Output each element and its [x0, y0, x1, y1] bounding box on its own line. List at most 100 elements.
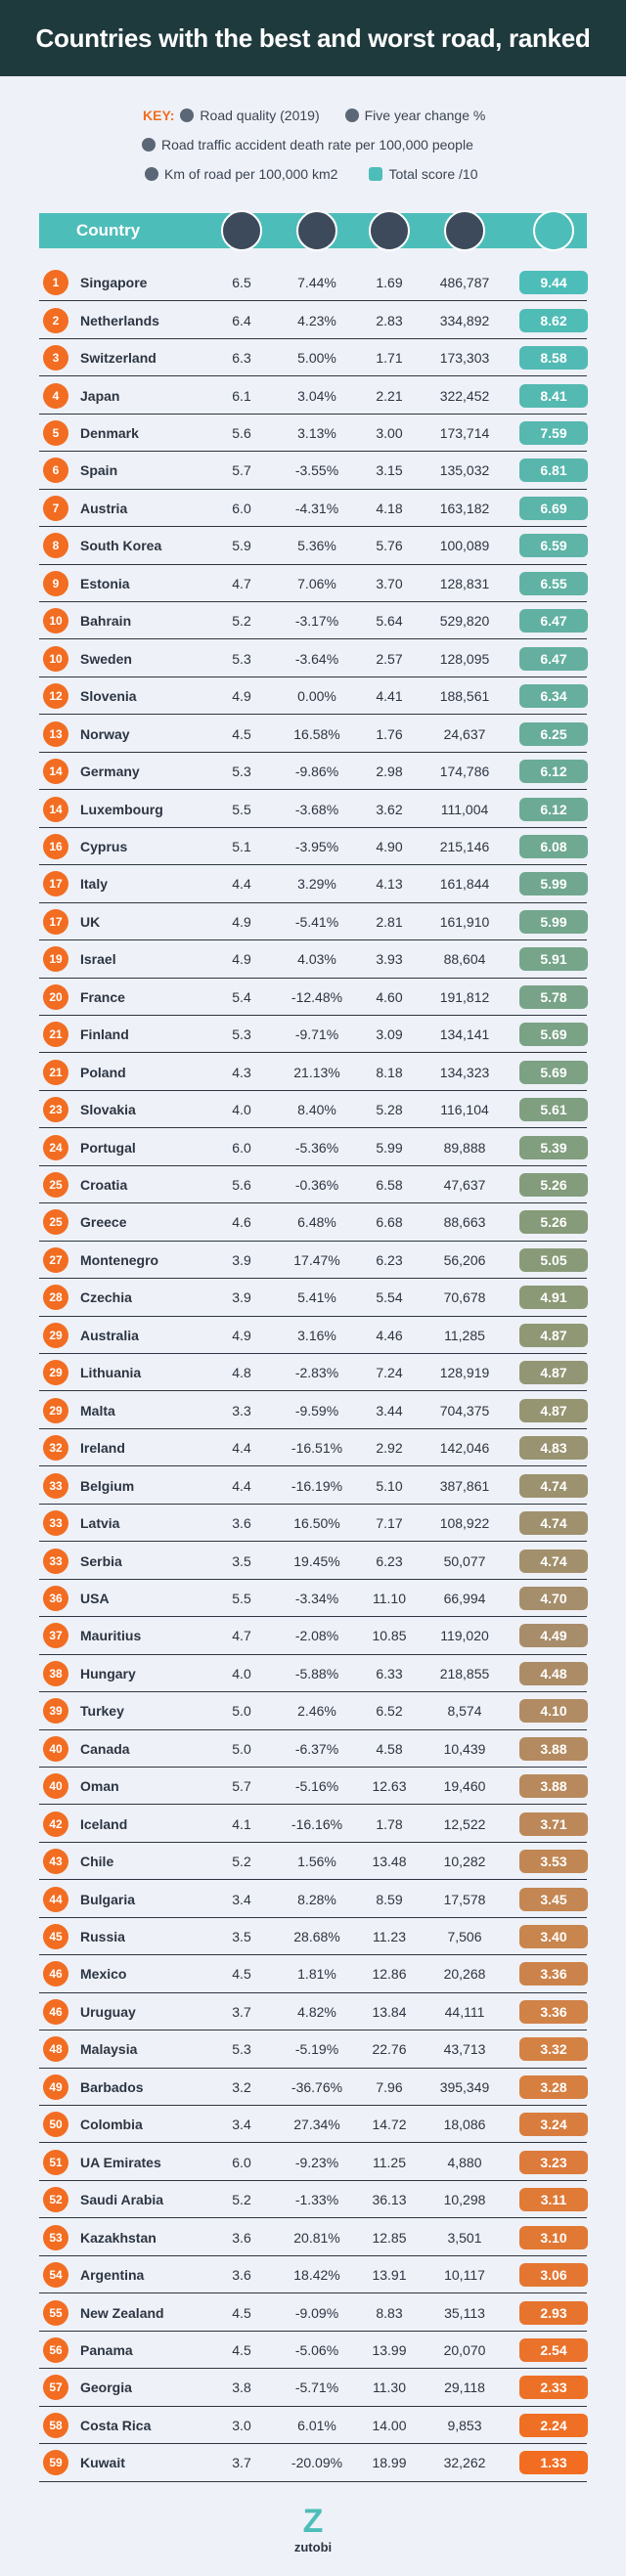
cell: 4.4 [232, 1477, 251, 1494]
header-icon [221, 210, 262, 251]
table-row [39, 2293, 587, 2332]
table-row [39, 1392, 587, 1429]
cell: 10.85 [372, 1628, 407, 1644]
cell: 188,561 [439, 688, 490, 705]
cell: 89,888 [443, 1139, 486, 1156]
table-row [39, 376, 587, 415]
cell: 142,046 [439, 1440, 490, 1457]
cell: 215,146 [439, 838, 490, 854]
table-row [39, 1542, 587, 1580]
rank-badge: 32 [43, 1435, 68, 1462]
table-row [39, 677, 587, 716]
table-row [39, 2069, 587, 2107]
cell: 8,574 [447, 1703, 482, 1720]
cell: 161,910 [439, 913, 490, 930]
score-pill: 1.33 [519, 2451, 588, 2475]
cell: 6.0 [232, 2154, 251, 2170]
cell: 174,786 [439, 764, 490, 780]
table-row [39, 2106, 587, 2144]
country: Estonia [80, 575, 130, 591]
country: Russia [80, 1929, 125, 1945]
table-row [39, 490, 587, 528]
country: Malta [80, 1402, 115, 1419]
rank-badge: 3 [43, 345, 68, 371]
cell: 4.3 [232, 1064, 251, 1080]
cell: -9.71% [294, 1026, 339, 1043]
cell: 322,452 [439, 387, 490, 404]
cell: 4.9 [232, 951, 251, 968]
header-icon [533, 210, 574, 251]
table-row [39, 1317, 587, 1355]
score-pill: 3.23 [519, 2150, 588, 2174]
rank-badge: 52 [43, 2187, 68, 2213]
cell: 36.13 [372, 2192, 407, 2208]
header-band [0, 0, 626, 76]
country: Oman [80, 1778, 119, 1795]
cell: 163,182 [439, 500, 490, 516]
score-pill: 3.36 [519, 1999, 588, 2024]
cell: 11.23 [373, 1929, 406, 1945]
country: Finland [80, 1026, 129, 1043]
key-item: Five year change % [364, 108, 486, 123]
cell: 2.92 [376, 1440, 403, 1457]
cell: 3.62 [376, 801, 403, 817]
table-row [39, 1955, 587, 1993]
cell: 161,844 [439, 876, 490, 893]
cell: 3.3 [232, 1402, 251, 1419]
cell: 5.9 [232, 538, 251, 554]
cell: 13.99 [372, 2341, 407, 2358]
cell: 1.78 [376, 1815, 403, 1832]
table-row [39, 1655, 587, 1693]
cell: 56,206 [443, 1251, 486, 1268]
country: Bulgaria [80, 1891, 136, 1907]
cell: 20,268 [443, 1966, 486, 1983]
cell: 4.41 [376, 688, 403, 705]
cell: -16.19% [291, 1477, 343, 1494]
rank-badge: 17 [43, 908, 68, 935]
rank-badge: 49 [43, 2074, 68, 2100]
cell: 2.21 [376, 387, 403, 404]
rank-badge: 29 [43, 1322, 68, 1348]
rank-badge: 44 [43, 1886, 68, 1912]
table-row [39, 527, 587, 565]
cell: 2.83 [376, 312, 403, 328]
cell: -9.23% [294, 2154, 339, 2170]
cell: 4.5 [232, 2304, 251, 2321]
score-pill: 4.74 [519, 1549, 588, 1573]
table-row [39, 452, 587, 490]
cell: 5.2 [232, 2192, 251, 2208]
cell: -2.83% [294, 1365, 339, 1381]
cell: 35,113 [444, 2304, 485, 2321]
table-row [39, 1730, 587, 1768]
cell: 4.9 [232, 1327, 251, 1343]
cell: 1.71 [376, 350, 403, 367]
cell: 3.4 [232, 1891, 251, 1907]
cell: 10,117 [444, 2267, 485, 2284]
score-pill: 4.74 [519, 1511, 588, 1536]
rank-badge: 58 [43, 2412, 68, 2438]
country: UK [80, 913, 101, 930]
cell: 10,298 [443, 2192, 486, 2208]
cell: 108,922 [439, 1515, 490, 1532]
cell: 4.6 [232, 1214, 251, 1231]
country: Argentina [80, 2267, 145, 2284]
rank-badge: 24 [43, 1134, 68, 1160]
cell: 7.24 [376, 1365, 403, 1381]
cell: -3.55% [294, 462, 339, 479]
cell: 28.68% [293, 1929, 340, 1945]
rank-badge: 12 [43, 683, 68, 710]
table-row [39, 565, 587, 603]
rank-badge: 25 [43, 1172, 68, 1199]
cell: 5.28 [376, 1102, 403, 1118]
cell: 3.2 [232, 2078, 251, 2095]
cell: 13.91 [372, 2267, 407, 2284]
cell: 7.17 [376, 1515, 403, 1532]
table-row [39, 753, 587, 791]
cell: 4.4 [232, 876, 251, 893]
score-pill: 6.47 [519, 646, 588, 671]
score-pill: 3.32 [519, 2037, 588, 2062]
cell: 3.7 [232, 2455, 251, 2471]
cell: 14.00 [372, 2417, 407, 2433]
cell: 3.16% [297, 1327, 336, 1343]
